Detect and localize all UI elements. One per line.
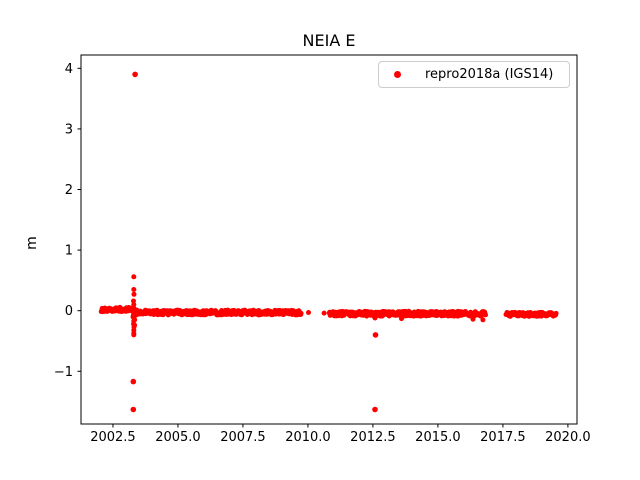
y-tick-label: −1 (54, 365, 73, 380)
y-tick-label: 3 (65, 122, 73, 137)
x-tick-label: 2005.0 (155, 430, 201, 445)
chart-title: NEIA E (302, 31, 356, 50)
x-tick-label: 2007.5 (220, 430, 266, 445)
x-axis-ticks: 2002.5 2005.0 2007.5 2010.0 2012.5 2015.0 2017… (90, 424, 591, 445)
scatter-series (98, 71, 559, 413)
y-tick-label: 0 (65, 304, 73, 319)
plot-border (80, 54, 578, 425)
x-tick-label: 2012.5 (350, 430, 396, 445)
legend-marker-dot (394, 71, 401, 78)
y-axis-ticks: −1 0 1 2 3 4 (54, 62, 81, 380)
x-tick-label: 2015.0 (415, 430, 461, 445)
x-tick-label: 2020.0 (545, 430, 591, 445)
y-tick-label: 4 (65, 62, 73, 77)
y-tick-label: 1 (65, 244, 73, 259)
x-tick-label: 2017.5 (480, 430, 526, 445)
x-tick-label: 2002.5 (90, 430, 136, 445)
legend-label: repro2018a (IGS14) (425, 67, 554, 82)
y-tick-label: 2 (65, 183, 73, 198)
x-tick-label: 2010.0 (285, 430, 331, 445)
legend: repro2018a (IGS14) (378, 61, 570, 88)
